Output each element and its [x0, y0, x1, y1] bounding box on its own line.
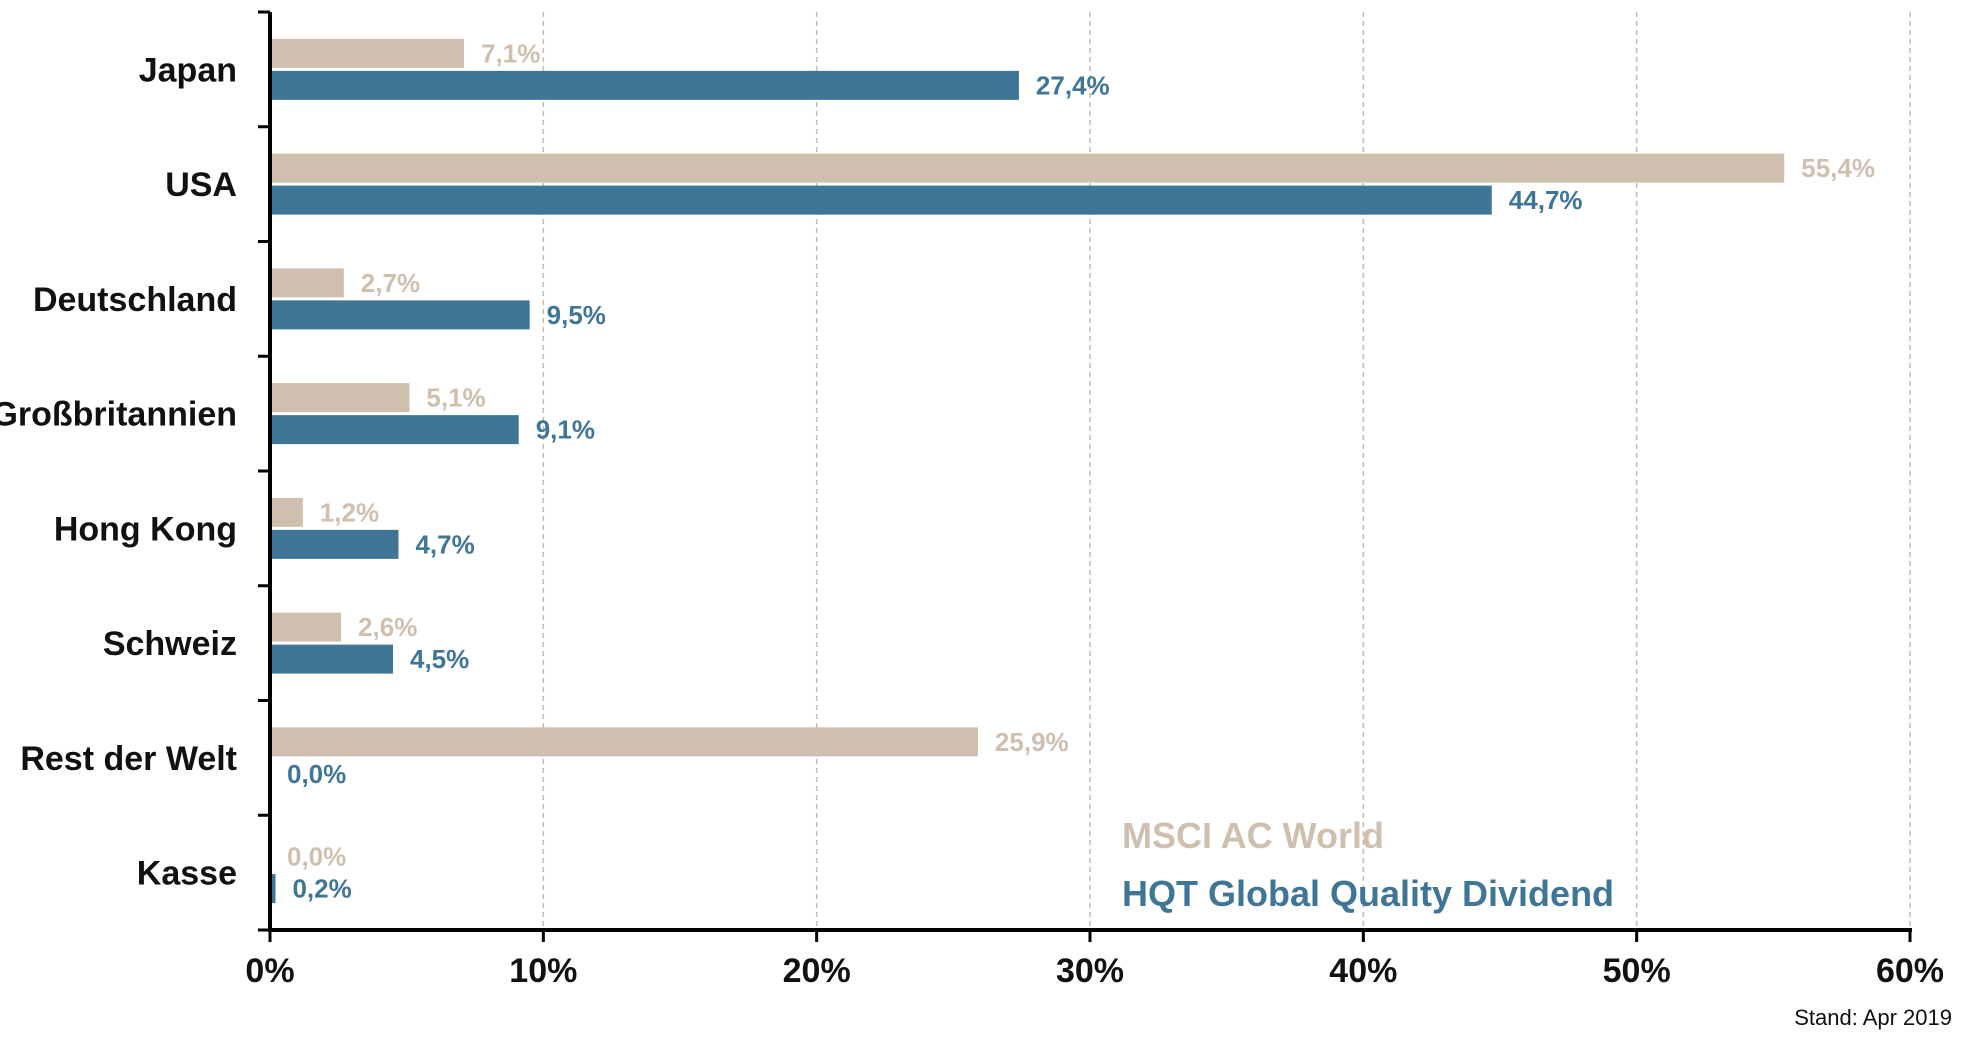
data-label: 0,2% [292, 874, 351, 904]
footnote: Stand: Apr 2019 [1794, 1005, 1952, 1030]
category-label: Rest der Welt [20, 740, 237, 778]
legend: MSCI AC World HQT Global Quality Dividend [1122, 815, 1614, 914]
x-tick-label: 40% [1329, 952, 1397, 990]
bar-msci [270, 268, 344, 298]
gridlines [542, 12, 1911, 930]
category-label: Großbritannien [0, 396, 237, 434]
category-label: Kasse [137, 855, 237, 893]
data-label: 55,4% [1801, 153, 1875, 183]
data-label: 0,0% [287, 842, 346, 872]
data-label: 2,6% [358, 612, 417, 642]
bar-msci [270, 727, 978, 757]
legend-entry: MSCI AC World [1122, 815, 1384, 856]
data-label: 2,7% [361, 268, 420, 298]
category-label: Hong Kong [54, 510, 237, 548]
x-tick-label: 0% [245, 952, 294, 990]
bar-hqt [270, 70, 1019, 100]
data-label: 27,4% [1036, 70, 1110, 100]
bar-msci [270, 612, 342, 642]
data-label: 9,1% [536, 415, 595, 445]
bar-hqt [270, 185, 1492, 215]
x-tick-label: 20% [783, 952, 851, 990]
axes [258, 10, 1912, 942]
category-label: Japan [139, 51, 237, 89]
labels: 0% 10% 20% 30% 40% 50% 60% Japan 7,1% 27,4% USA 55,… [0, 38, 1944, 990]
bar-hqt [270, 644, 393, 674]
data-label: 44,7% [1509, 185, 1583, 215]
x-tick-label: 10% [509, 952, 577, 990]
category-label: Deutschland [33, 281, 237, 319]
data-label: 25,9% [995, 727, 1069, 757]
bar-msci [270, 38, 465, 68]
bar-hqt [270, 529, 399, 559]
data-label: 4,7% [415, 529, 474, 559]
data-label: 5,1% [426, 383, 485, 413]
bar-msci [270, 153, 1785, 183]
data-label: 1,2% [320, 497, 379, 527]
bar-hqt [270, 300, 530, 330]
bars [270, 38, 1785, 904]
data-label: 0,0% [287, 759, 346, 789]
bar-msci [270, 497, 303, 527]
bar-hqt [270, 415, 519, 445]
bar-msci [270, 383, 410, 413]
data-label: 7,1% [481, 38, 540, 68]
legend-entry: HQT Global Quality Dividend [1122, 873, 1614, 914]
bar-hqt [270, 874, 276, 904]
x-tick-label: 30% [1056, 952, 1124, 990]
x-tick-label: 50% [1603, 952, 1671, 990]
x-tick-label: 60% [1876, 952, 1944, 990]
data-label: 9,5% [547, 300, 606, 330]
category-label: USA [165, 166, 237, 204]
data-label: 4,5% [410, 644, 469, 674]
category-label: Schweiz [103, 625, 237, 663]
